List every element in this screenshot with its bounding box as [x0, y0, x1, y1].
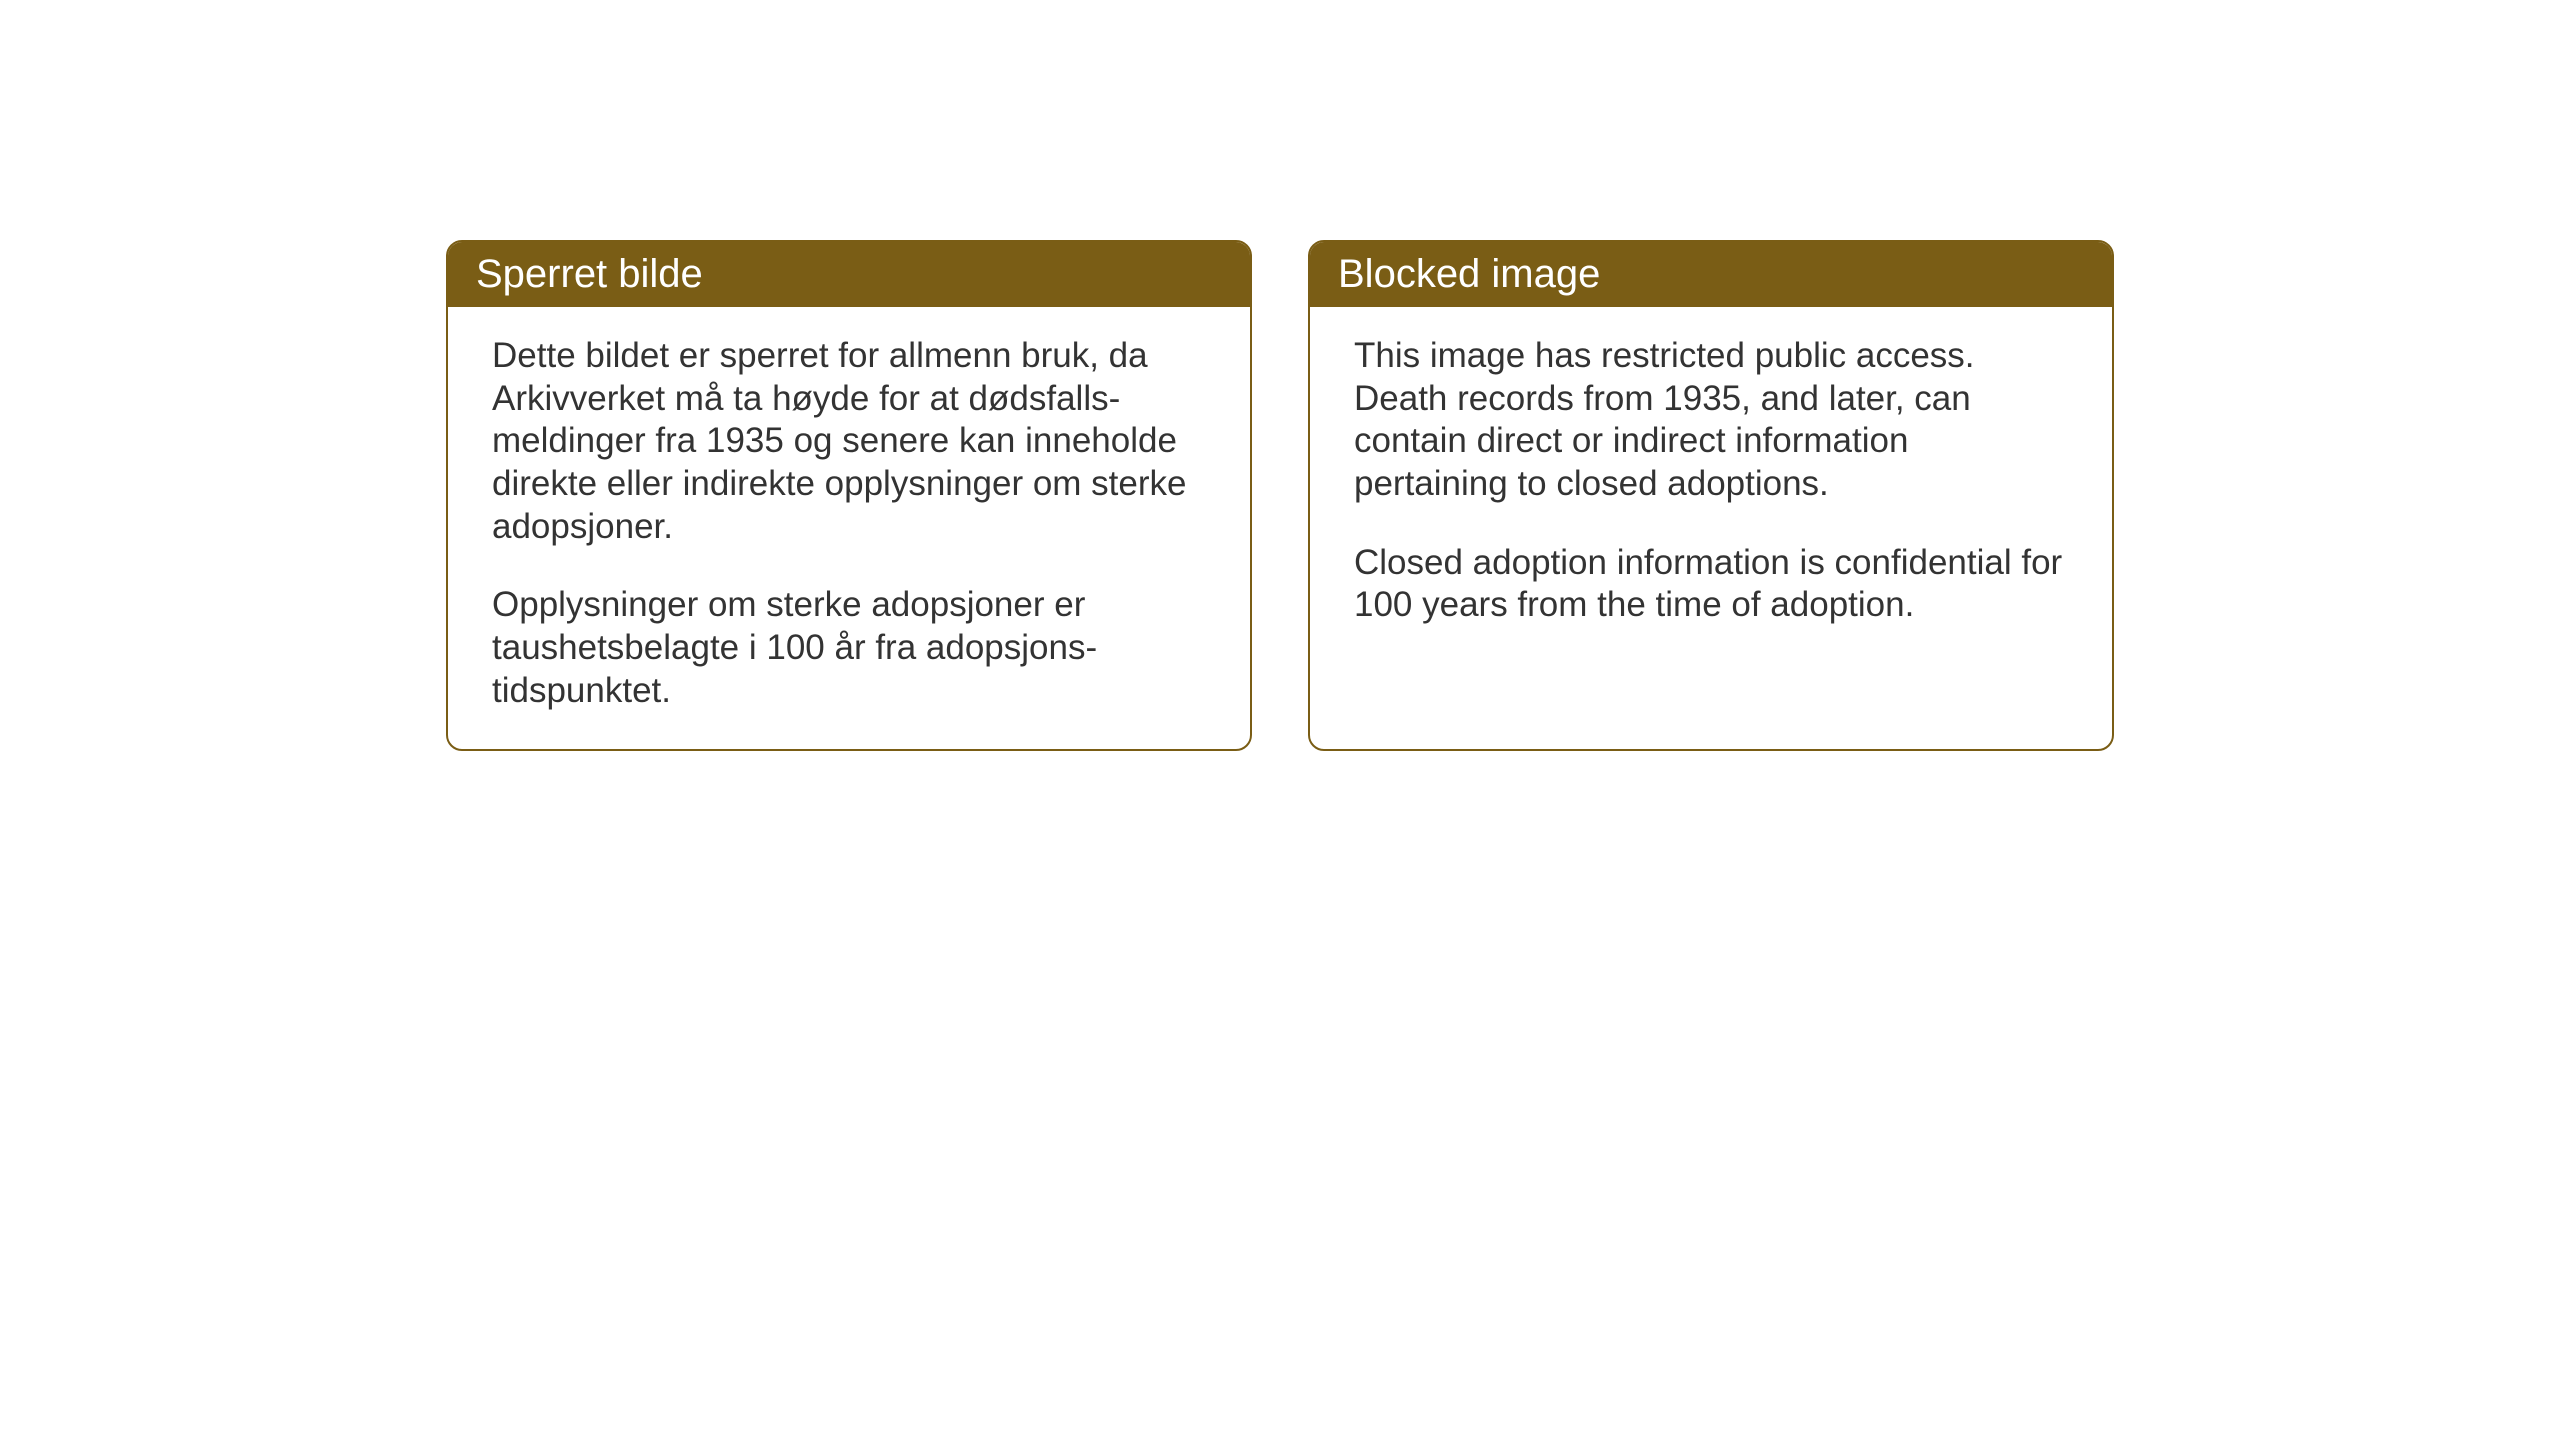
card-header-norwegian: Sperret bilde [448, 242, 1250, 307]
card-paragraph-english-2: Closed adoption information is confident… [1354, 542, 2068, 627]
card-body-norwegian: Dette bildet er sperret for allmenn bruk… [448, 307, 1250, 749]
card-body-english: This image has restricted public access.… [1310, 307, 2112, 747]
cards-container: Sperret bilde Dette bildet er sperret fo… [446, 240, 2114, 751]
card-paragraph-english-1: This image has restricted public access.… [1354, 335, 2068, 506]
card-english: Blocked image This image has restricted … [1308, 240, 2114, 751]
card-norwegian: Sperret bilde Dette bildet er sperret fo… [446, 240, 1252, 751]
card-paragraph-norwegian-2: Opplysninger om sterke adopsjoner er tau… [492, 584, 1206, 712]
card-header-english: Blocked image [1310, 242, 2112, 307]
card-title-english: Blocked image [1338, 252, 1600, 296]
card-paragraph-norwegian-1: Dette bildet er sperret for allmenn bruk… [492, 335, 1206, 548]
card-title-norwegian: Sperret bilde [476, 252, 703, 296]
